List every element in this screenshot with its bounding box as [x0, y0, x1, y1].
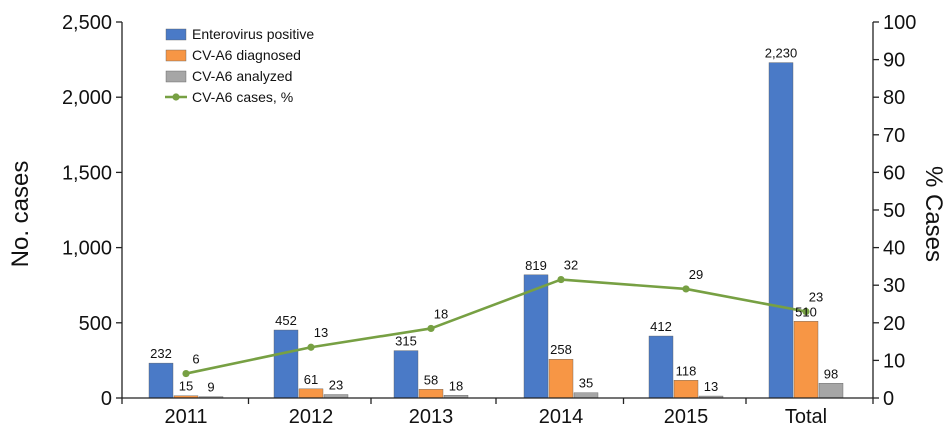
x-tick-label-2014: 2014	[539, 406, 584, 425]
y2-tick-label: 0	[883, 388, 894, 410]
y-tick-label: 1,000	[62, 238, 112, 260]
y2-tick-label: 50	[883, 200, 905, 222]
x-tick-label-2011: 2011	[164, 406, 207, 425]
y-tick-label: 2,000	[62, 87, 112, 109]
bar-cv-a6-diagnosed-2014	[548, 358, 574, 399]
line-point-2012	[307, 343, 315, 351]
legend-swatch-cv-a6-analyzed	[165, 70, 187, 83]
axes-layer: 0 500 1,000 1,500 2,000 2,500 0 10 20 30 40 50 60 70 8…	[62, 12, 916, 425]
y2-tick-label: 70	[883, 125, 905, 147]
y2-tick-label: 80	[883, 87, 905, 109]
bars-layer	[148, 62, 844, 399]
y2-tick-label: 40	[883, 238, 905, 260]
x-tick-label-total: Total	[785, 406, 827, 425]
bar-label-enterovirus-positive-total: 2,230	[765, 46, 798, 61]
y2-tick-label: 90	[883, 50, 905, 72]
y2-tick-label: 20	[883, 313, 905, 335]
y-tick-label: 0	[101, 388, 112, 410]
legend-label-cv-a6-analyzed: CV-A6 analyzed	[192, 68, 292, 84]
bar-label-cv-a6-diagnosed-2012: 61	[304, 372, 318, 387]
bar-label-cv-a6-analyzed-2011: 9	[207, 380, 214, 395]
bar-label-cv-a6-diagnosed-2014: 258	[550, 342, 572, 357]
data-labels-layer: 232 452 315 819 412 2,230 15 61 58 258 118 510 9 23 18…	[150, 46, 838, 395]
bar-enterovirus-positive-2011	[148, 362, 174, 399]
line-point-2015	[682, 285, 690, 293]
legend-swatch-cv-a6-diagnosed	[165, 49, 187, 62]
line-point-2011	[182, 369, 190, 378]
x-tick-label-2015: 2015	[664, 406, 709, 425]
bar-enterovirus-positive-total	[768, 62, 794, 399]
bar-label-enterovirus-positive-2012: 452	[275, 313, 297, 328]
bar-cv-a6-diagnosed-2015	[673, 380, 699, 399]
bar-cv-a6-analyzed-total	[818, 383, 844, 399]
bar-enterovirus-positive-2013	[393, 350, 419, 399]
bar-label-enterovirus-positive-2011: 232	[150, 346, 172, 361]
bar-label-cv-a6-diagnosed-2013: 58	[424, 372, 438, 387]
line-point-total	[802, 307, 810, 316]
line-label-2011: 6	[192, 352, 199, 367]
line-label-2015: 29	[689, 267, 703, 282]
bar-cv-a6-diagnosed-2012	[298, 388, 324, 399]
line-label-2014: 32	[564, 258, 578, 273]
y-tick-label: 1,500	[62, 162, 112, 184]
y2-axis-title: % Cases	[920, 166, 947, 262]
y2-tick-label: 100	[883, 12, 916, 34]
bar-label-cv-a6-analyzed-2015: 13	[704, 379, 718, 394]
bar-label-cv-a6-analyzed-total: 98	[824, 366, 838, 381]
bar-cv-a6-analyzed-2014	[573, 392, 599, 399]
line-label-2012: 13	[314, 325, 328, 340]
bar-label-cv-a6-analyzed-2012: 23	[329, 378, 343, 393]
bar-label-cv-a6-analyzed-2014: 35	[579, 376, 593, 391]
y2-tick-label: 60	[883, 162, 905, 184]
bar-label-cv-a6-diagnosed-total: 510	[795, 304, 817, 319]
bar-label-cv-a6-diagnosed-2011: 15	[179, 379, 193, 394]
x-tick-label-2012: 2012	[289, 406, 334, 425]
bar-cv-a6-diagnosed-total	[793, 321, 819, 399]
y-tick-label: 500	[79, 313, 112, 335]
bar-label-enterovirus-positive-2015: 412	[650, 319, 672, 334]
y2-tick-label: 30	[883, 275, 905, 297]
bar-enterovirus-positive-2014	[523, 274, 549, 399]
bar-enterovirus-positive-2015	[648, 335, 674, 399]
legend-label-cv-a6-diagnosed: CV-A6 diagnosed	[192, 47, 301, 63]
y-tick-label: 2,500	[62, 12, 112, 34]
bar-label-enterovirus-positive-2014: 819	[525, 258, 547, 273]
bar-enterovirus-positive-2012	[273, 329, 299, 399]
line-label-total: 23	[809, 290, 823, 305]
line-label-2013: 18	[434, 306, 448, 321]
legend-swatch-marker-cv-a6-cases	[172, 93, 180, 101]
bar-label-cv-a6-diagnosed-2015: 118	[676, 363, 697, 378]
x-tick-label-2013: 2013	[409, 406, 454, 425]
bar-label-enterovirus-positive-2013: 315	[395, 334, 417, 349]
line-point-2013	[427, 324, 435, 333]
bar-cv-a6-diagnosed-2013	[418, 389, 444, 399]
legend-label-cv-a6-cases: CV-A6 cases, %	[192, 89, 293, 105]
y-axis-title: No. cases	[7, 161, 34, 268]
legend-swatch-enterovirus-positive	[165, 28, 187, 41]
line-point-2014	[557, 275, 565, 284]
bar-label-cv-a6-analyzed-2013: 18	[449, 378, 463, 393]
legend-label-enterovirus-positive: Enterovirus positive	[192, 26, 314, 42]
legend: Enterovirus positive CV-A6 diagnosed CV-A6…	[165, 26, 314, 105]
line-layer	[182, 275, 810, 378]
line-cv-a6-cases-percent	[185, 278, 807, 375]
y2-tick-label: 10	[883, 350, 905, 372]
